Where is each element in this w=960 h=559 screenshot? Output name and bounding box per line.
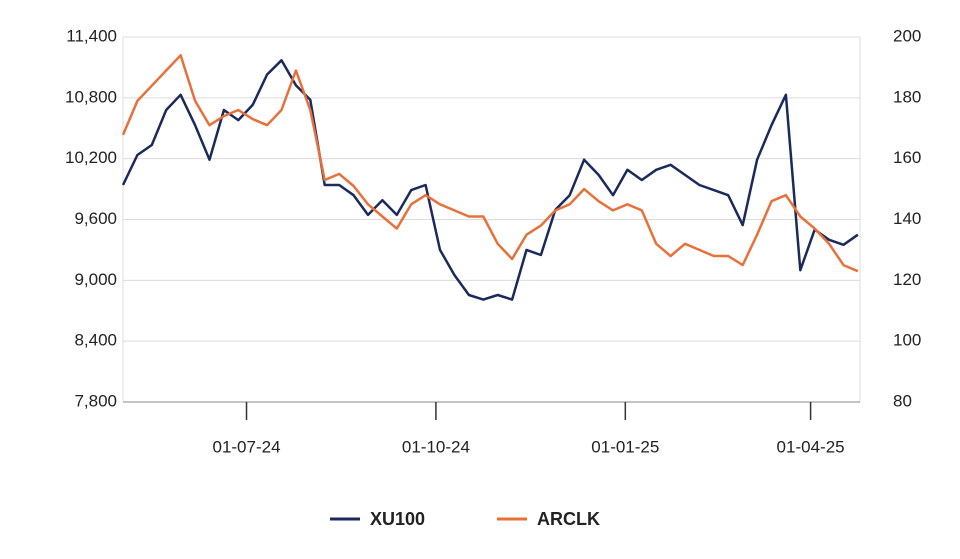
y2-tick-label: 140 <box>893 209 921 228</box>
x-tick-label: 01-01-25 <box>591 437 659 456</box>
y-tick-label: 11,400 <box>66 26 117 45</box>
y2-tick-label: 100 <box>893 331 921 350</box>
series-line <box>121 54 859 273</box>
x-tick-label: 01-04-25 <box>777 437 845 456</box>
y-tick-label: 10,800 <box>65 87 117 106</box>
legend-label: ARCLK <box>537 509 600 529</box>
legend-label: XU100 <box>370 509 425 529</box>
y2-tick-label: 120 <box>893 270 921 289</box>
x-tick-label: 01-10-24 <box>402 437 470 456</box>
y2-tick-label: 160 <box>893 148 921 167</box>
y2-tick-label: 200 <box>893 26 921 45</box>
y-tick-label: 9,000 <box>74 270 117 289</box>
y-tick-label: 9,600 <box>74 209 117 228</box>
x-tick-label: 01-07-24 <box>212 437 280 456</box>
y2-tick-label: 80 <box>893 391 912 410</box>
series-line <box>121 59 859 301</box>
y-tick-label: 7,800 <box>74 391 117 410</box>
y-tick-label: 8,400 <box>74 331 117 350</box>
y-tick-label: 10,200 <box>65 148 117 167</box>
y2-tick-label: 180 <box>893 87 921 106</box>
